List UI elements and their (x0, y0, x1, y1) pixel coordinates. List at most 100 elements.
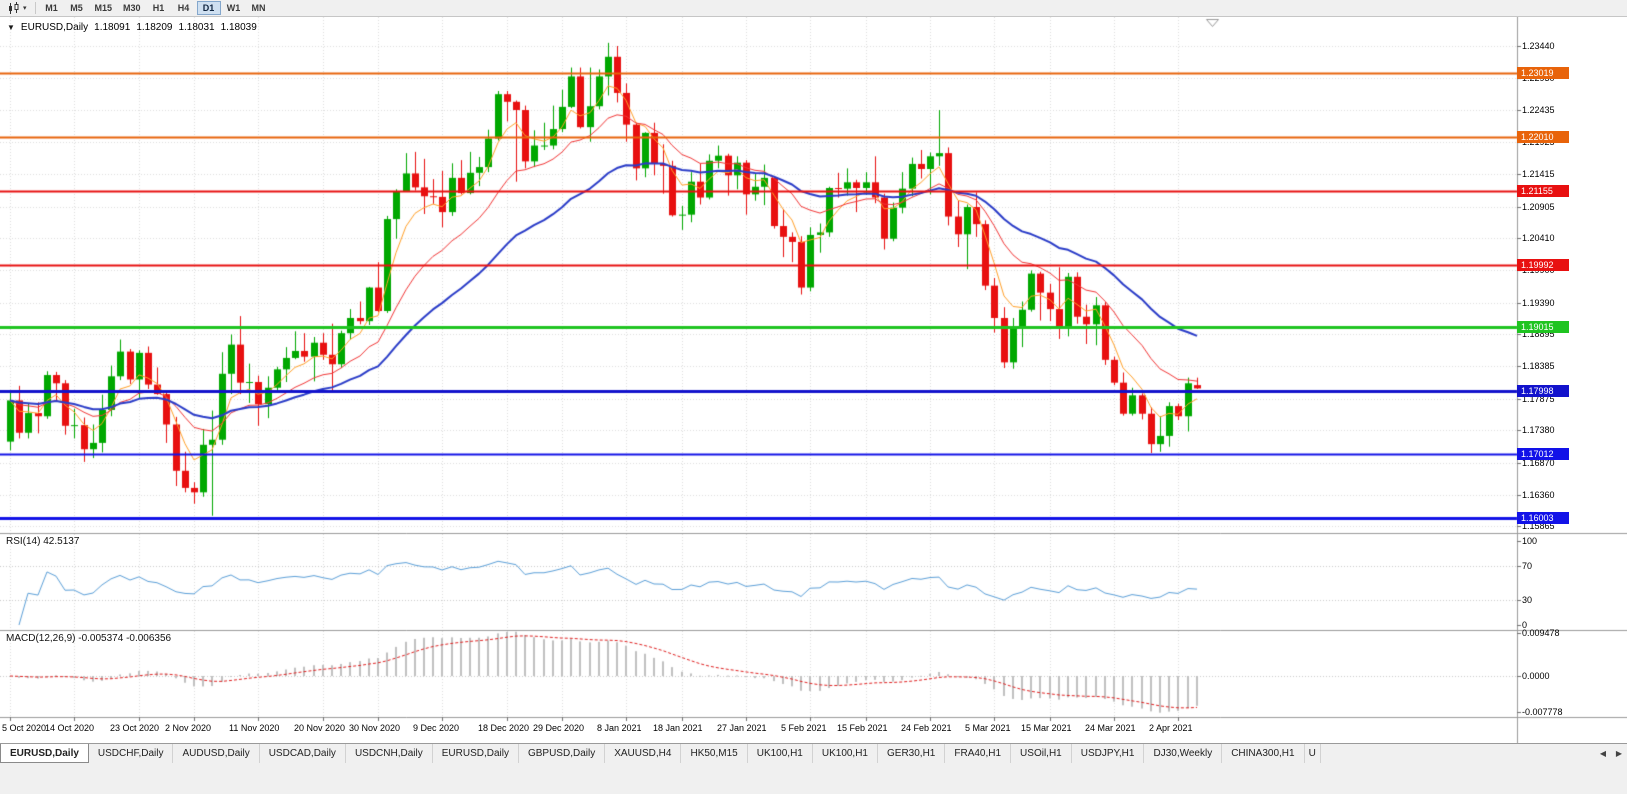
price-scale-label: 1.17380 (1522, 425, 1555, 435)
chart-tab-eurusd-daily[interactable]: EURUSD,Daily (433, 744, 519, 763)
price-scale-label: 1.23440 (1522, 41, 1555, 51)
bottom-spacer (0, 763, 1627, 794)
price-scale-label: 1.20905 (1522, 202, 1555, 212)
ohlc-open: 1.18091 (94, 22, 131, 33)
timeframe-button-m30[interactable]: M30 (118, 1, 146, 15)
timeframe-button-h1[interactable]: H1 (147, 1, 171, 15)
chart-tab-xauusd-h4[interactable]: XAUUSD,H4 (605, 744, 682, 763)
rsi-scale-label: 0 (1522, 620, 1528, 630)
ohlc-low: 1.18031 (178, 22, 215, 33)
rsi-scale-label: 30 (1522, 595, 1533, 605)
price-scale-label: 1.20410 (1522, 233, 1555, 243)
timeframe-button-m1[interactable]: M1 (40, 1, 64, 15)
date-label: 15 Feb 2021 (837, 723, 888, 733)
macd-scale-label: -0.007778 (1522, 707, 1563, 717)
chart-ohlc-title: ▼ EURUSD,Daily 1.18091 1.18209 1.18031 1… (7, 22, 257, 33)
tabs-scroll-left-button[interactable]: ◀ (1595, 745, 1611, 763)
level-price-badge: 1.19992 (1517, 259, 1569, 271)
macd-indicator-label: MACD(12,26,9) -0.005374 -0.006356 (6, 633, 172, 644)
date-label: 20 Nov 2020 (294, 723, 346, 733)
date-label: 2 Nov 2020 (165, 723, 212, 733)
date-label: 8 Jan 2021 (597, 723, 642, 733)
timeframes-toolbar: ▾ M1 M5 M15 M30 H1 H4 D1 W1 MN (0, 0, 1627, 17)
price-scale-label: 1.16870 (1522, 458, 1555, 468)
price-scale-label: 1.22435 (1522, 105, 1555, 115)
chart-tab-uk100-h1[interactable]: UK100,H1 (748, 744, 813, 763)
date-label: 24 Feb 2021 (901, 723, 952, 733)
chart-tab-u[interactable]: U (1305, 744, 1321, 763)
rsi-scale-label: 100 (1522, 536, 1538, 546)
chart-tab-usdcnh-daily[interactable]: USDCNH,Daily (346, 744, 433, 763)
timeframe-button-m5[interactable]: M5 (65, 1, 89, 15)
timeframe-button-mn[interactable]: MN (247, 1, 271, 15)
date-label: 11 Nov 2020 (229, 723, 280, 733)
tabs-nav: ◀ ▶ (1595, 744, 1627, 763)
toolbar-separator (34, 2, 36, 14)
date-label: 9 Dec 2020 (413, 723, 460, 733)
level-price-badge: 1.17012 (1517, 448, 1569, 460)
chart-tabs-bar: EURUSD,Daily USDCHF,Daily AUDUSD,Daily USDC… (0, 743, 1627, 763)
ohlc-high: 1.18209 (136, 22, 173, 33)
date-label: 15 Mar 2021 (1021, 723, 1072, 733)
macd-scale-label: 0.0000 (1522, 671, 1550, 681)
timeframe-button-d1[interactable]: D1 (196, 1, 221, 15)
date-label: 18 Jan 2021 (653, 723, 703, 733)
level-price-badge: 1.23019 (1517, 67, 1569, 79)
time-axis[interactable]: 5 Oct 2020 14 Oct 2020 23 Oct 2020 2 Nov 20… (0, 718, 1517, 743)
date-label: 14 Oct 2020 (45, 723, 95, 733)
chart-tab-usdcad-daily[interactable]: USDCAD,Daily (260, 744, 346, 763)
chart-tab-usoil-h1[interactable]: USOil,H1 (1011, 744, 1072, 763)
level-price-badge: 1.21155 (1517, 185, 1569, 197)
chart-window: ▼ EURUSD,Daily 1.18091 1.18209 1.18031 1… (0, 17, 1627, 743)
date-label: 5 Oct 2020 (2, 723, 47, 733)
chart-tab-usdchf-daily[interactable]: USDCHF,Daily (89, 744, 174, 763)
level-price-badge: 1.22010 (1517, 131, 1569, 143)
price-scale-label: 1.17875 (1522, 394, 1555, 404)
chart-tab-china300-h1[interactable]: CHINA300,H1 (1222, 744, 1305, 763)
date-label: 27 Jan 2021 (717, 723, 767, 733)
date-label: 29 Dec 2020 (533, 723, 585, 733)
dropdown-caret-icon: ▾ (23, 4, 27, 12)
timeframe-button-w1[interactable]: W1 (222, 1, 246, 15)
chart-tab-gbpusd-daily[interactable]: GBPUSD,Daily (519, 744, 606, 763)
date-label: 30 Nov 2020 (349, 723, 401, 733)
rsi-scale-label: 70 (1522, 561, 1533, 571)
chart-tab-fra40-h1[interactable]: FRA40,H1 (945, 744, 1012, 763)
price-scale-label: 1.18385 (1522, 361, 1555, 371)
one-click-collapse-icon[interactable]: ▼ (7, 23, 15, 32)
price-chart-canvas[interactable] (0, 17, 1627, 743)
level-price-badge: 1.16003 (1517, 512, 1569, 524)
chart-tab-hk50-m15[interactable]: HK50,M15 (681, 744, 748, 763)
price-scale-label: 1.19390 (1522, 298, 1555, 308)
date-label: 5 Mar 2021 (965, 723, 1011, 733)
timeframe-buttons: M1 M5 M15 M30 H1 H4 D1 W1 MN (40, 1, 271, 15)
price-scale-label: 1.21415 (1522, 169, 1555, 179)
tabs-scroll-right-button[interactable]: ▶ (1611, 745, 1627, 763)
level-price-badge: 1.17998 (1517, 385, 1569, 397)
chart-tab-audusd-daily[interactable]: AUDUSD,Daily (173, 744, 260, 763)
chart-tab-usdjpy-h1[interactable]: USDJPY,H1 (1072, 744, 1145, 763)
price-scale-label: 1.15865 (1522, 521, 1555, 531)
price-scale-label: 1.18895 (1522, 329, 1555, 339)
timeframe-button-m15[interactable]: M15 (90, 1, 118, 15)
chart-tab-eurusd-daily[interactable]: EURUSD,Daily (0, 744, 89, 763)
macd-scale-label: 0.009478 (1522, 628, 1560, 638)
date-label: 5 Feb 2021 (781, 723, 827, 733)
level-price-badge: 1.19015 (1517, 321, 1569, 333)
rsi-indicator-label: RSI(14) 42.5137 (6, 536, 80, 547)
date-label: 18 Dec 2020 (478, 723, 530, 733)
date-label: 24 Mar 2021 (1085, 723, 1136, 733)
candlestick-chart-icon (9, 1, 19, 14)
chart-tab-ger30-h1[interactable]: GER30,H1 (878, 744, 946, 763)
date-label: 2 Apr 2021 (1149, 723, 1193, 733)
chart-symbol: EURUSD,Daily (20, 22, 89, 33)
chart-type-dropdown[interactable]: ▾ (3, 1, 31, 16)
date-label: 23 Oct 2020 (110, 723, 160, 733)
price-scale[interactable]: 1.234401.229301.224351.219251.214151.209… (1517, 17, 1627, 743)
chart-tab-dj30-weekly[interactable]: DJ30,Weekly (1144, 744, 1223, 763)
chart-tab-uk100-h1[interactable]: UK100,H1 (813, 744, 878, 763)
timeframe-button-h4[interactable]: H4 (172, 1, 196, 15)
price-scale-label: 1.16360 (1522, 490, 1555, 500)
ohlc-close: 1.18039 (220, 22, 257, 33)
